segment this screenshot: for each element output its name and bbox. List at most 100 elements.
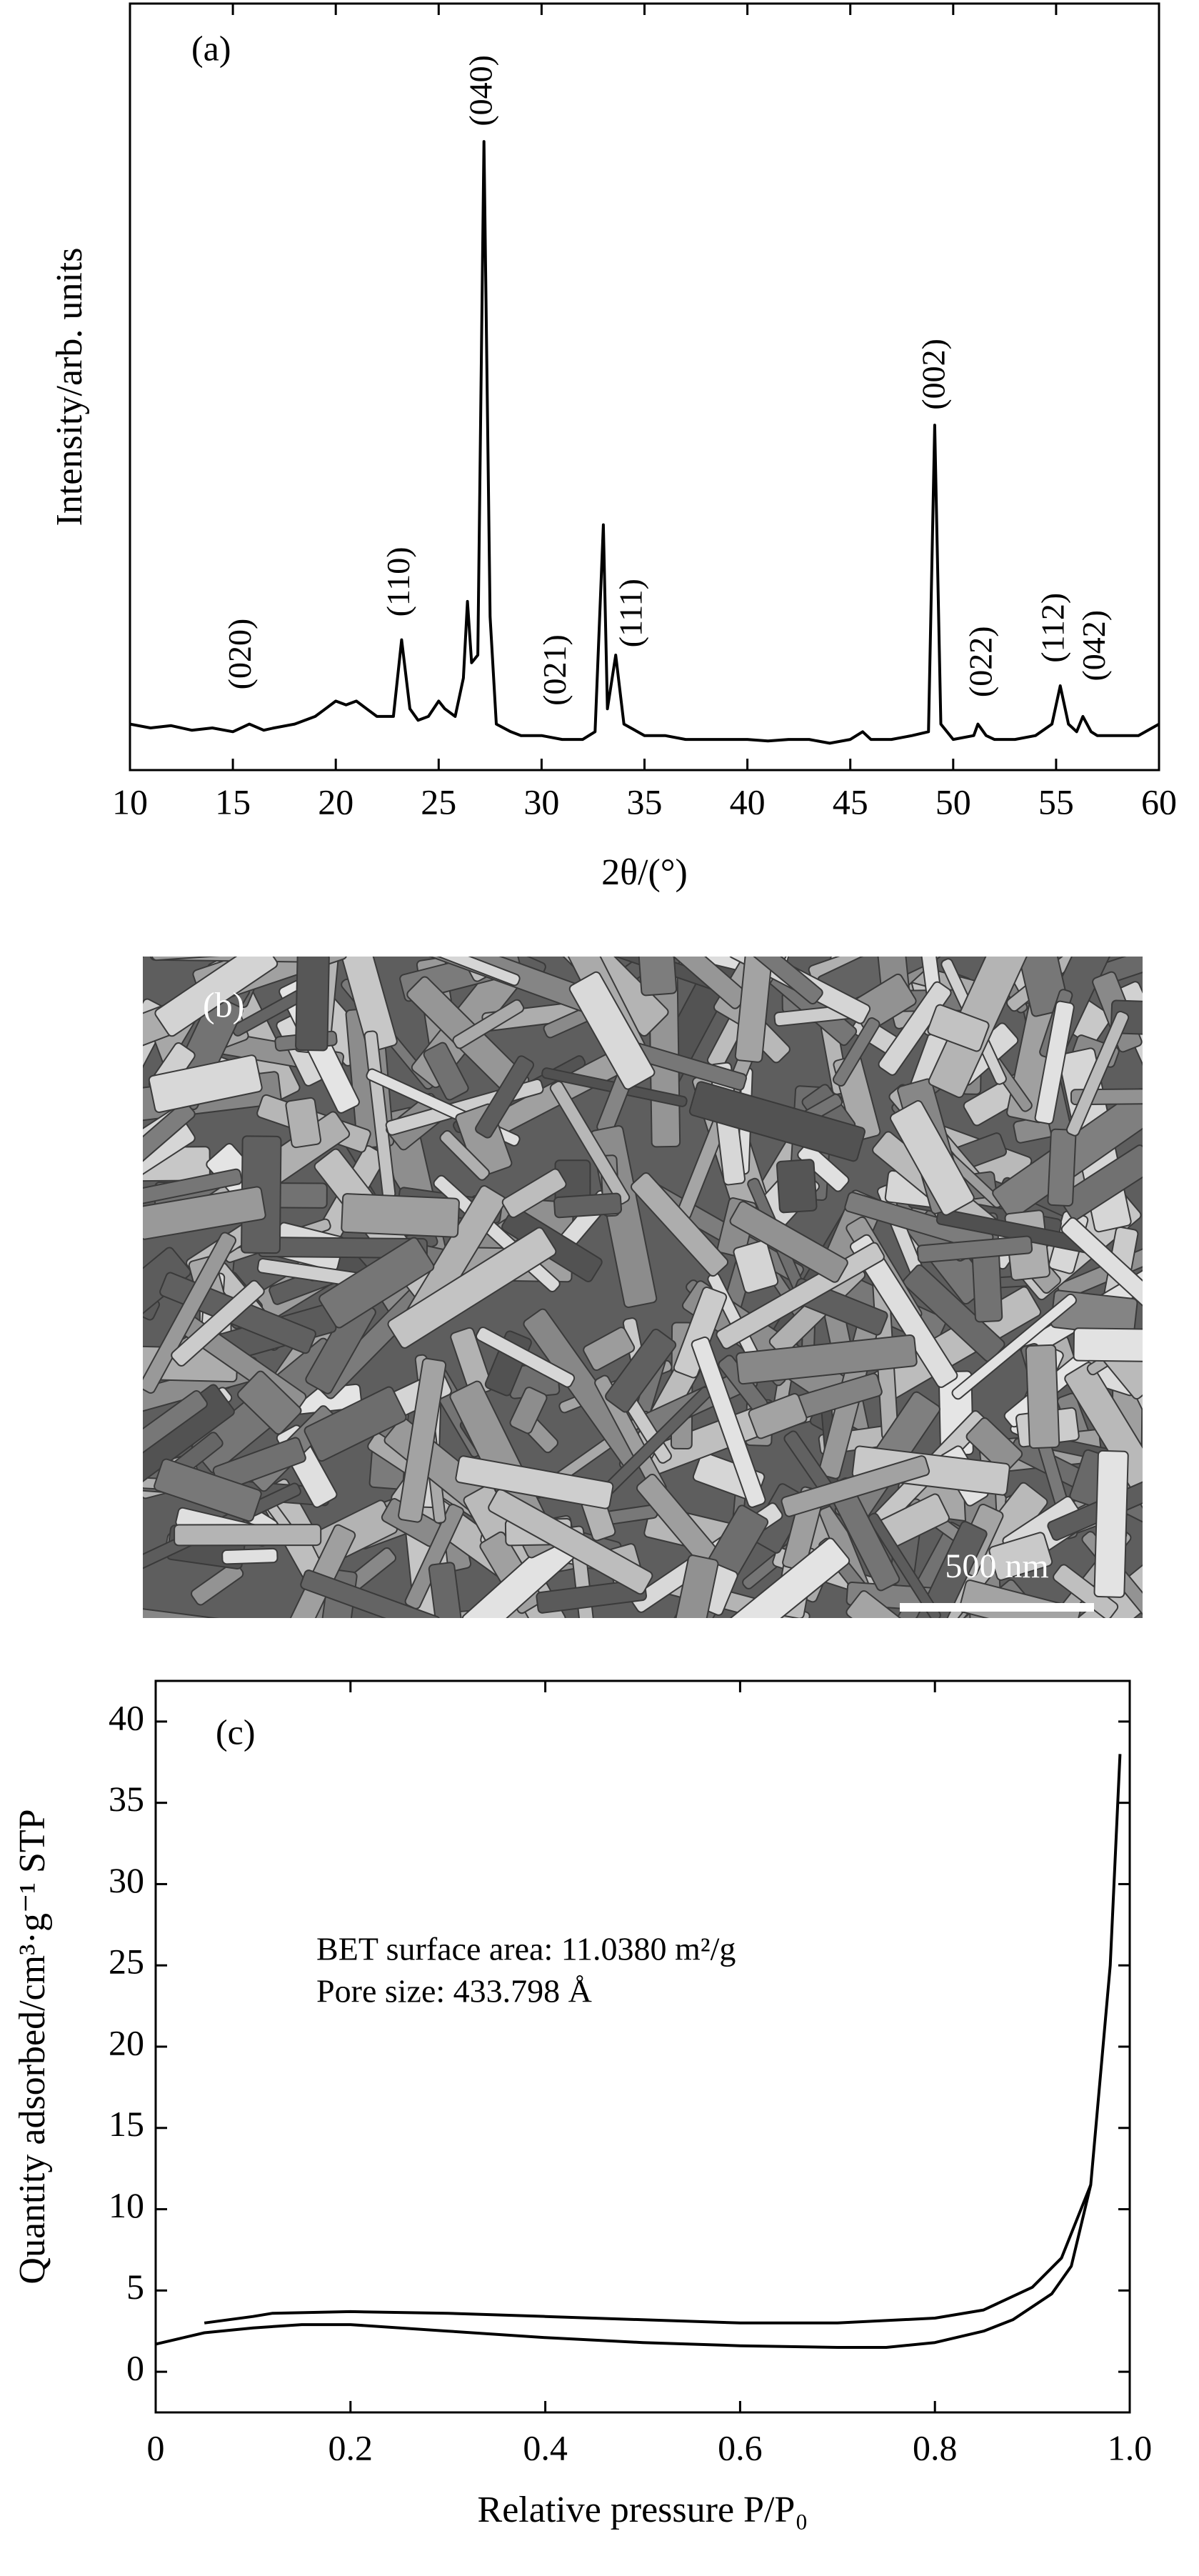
crystal-plate xyxy=(631,1172,729,1277)
crystal-plate xyxy=(1053,1564,1119,1618)
y-axis-label: Quantity adsorbed/cm³·g⁻¹ STP xyxy=(12,1809,53,2284)
crystal-plate xyxy=(878,981,952,1076)
x-tick-label: 40 xyxy=(730,782,766,822)
y-tick-label: 0 xyxy=(126,2348,144,2388)
x-tick-label: 10 xyxy=(112,782,148,822)
crystal-plate xyxy=(1070,1087,1143,1106)
crystal-plate xyxy=(553,1192,623,1219)
crystal-plate xyxy=(452,999,525,1049)
crystal-plate xyxy=(951,1293,1077,1400)
crystal-plate xyxy=(849,1234,958,1388)
y-tick-label: 35 xyxy=(109,1779,144,1819)
crystal-plate xyxy=(150,957,228,962)
y-tick-label: 25 xyxy=(109,1942,144,1982)
crystal-plate xyxy=(673,1287,728,1379)
crystal-plate xyxy=(1060,1217,1143,1353)
peak-label: (021) xyxy=(536,634,573,706)
peak-label: (022) xyxy=(963,626,999,697)
crystal-plate xyxy=(688,1081,866,1162)
crystal-plate xyxy=(318,1237,435,1329)
crystal-plate xyxy=(509,1387,548,1434)
x-tick-label: 15 xyxy=(215,782,251,822)
crystal-plate xyxy=(300,1569,441,1618)
x-axis-label: 2θ/(°) xyxy=(601,852,688,893)
annotation: BET surface area: 11.0380 m²/g xyxy=(316,1931,736,1967)
crystal-plate xyxy=(174,1524,322,1547)
crystal-plate xyxy=(455,1455,614,1509)
crystal-plate xyxy=(638,957,678,997)
crystal-plate xyxy=(501,1168,567,1219)
peak-label: (040) xyxy=(462,55,498,126)
peak-label: (020) xyxy=(221,619,258,690)
x-tick-label: 0.4 xyxy=(523,2427,568,2467)
crystal-plate xyxy=(143,1186,266,1240)
crystal-plate xyxy=(143,1604,254,1618)
crystal-plate xyxy=(748,1393,808,1439)
y-tick-label: 10 xyxy=(109,2185,144,2225)
x-tick-label: 0.6 xyxy=(718,2427,763,2467)
crystal-plate xyxy=(319,957,398,1052)
crystal-plate xyxy=(1093,1449,1129,1598)
peak-label: (110) xyxy=(380,546,416,616)
crystal-plate xyxy=(1025,1344,1060,1449)
crystal-plate xyxy=(143,1146,211,1182)
plot-frame xyxy=(154,1679,1131,2414)
crystal-plate xyxy=(797,1142,850,1192)
crystal-plate xyxy=(1073,1327,1143,1363)
crystal-plate xyxy=(143,1389,208,1500)
data-line xyxy=(129,140,1160,745)
crystal-plate xyxy=(303,1386,407,1462)
crystal-plate xyxy=(1034,1000,1075,1125)
peak-label: (112) xyxy=(1034,593,1070,663)
data-line xyxy=(204,2184,1093,2325)
crystal-plate xyxy=(237,1370,302,1435)
data-line xyxy=(155,1754,1122,2349)
crystal-plate xyxy=(776,1159,818,1214)
x-tick-label: 50 xyxy=(935,782,971,822)
x-tick-label: 55 xyxy=(1038,782,1074,822)
x-tick-label: 25 xyxy=(421,782,456,822)
x-tick-label: 20 xyxy=(318,782,353,822)
crystal-plate xyxy=(148,1054,263,1114)
y-axis-label: Intensity/arb. units xyxy=(49,248,90,526)
crystal-plate xyxy=(143,1102,196,1187)
crystal-plate xyxy=(1110,999,1143,1037)
crystal-plate xyxy=(428,1562,462,1618)
peak-label: (002) xyxy=(915,339,951,410)
sem-image xyxy=(143,957,1143,1618)
crystal-plate xyxy=(734,957,780,1063)
crystal-plate xyxy=(423,1042,469,1101)
crystal-plate xyxy=(683,957,823,1005)
crystal-plate xyxy=(285,1097,322,1149)
peak-label: (111) xyxy=(613,579,649,647)
peak-label: (042) xyxy=(1075,610,1112,682)
crystal-plate xyxy=(549,1080,631,1205)
x-axis-label: Relative pressure P/P₀ xyxy=(478,2490,808,2530)
crystal-plate xyxy=(154,1458,262,1522)
crystal-plate xyxy=(295,957,330,1052)
crystal-plate xyxy=(1065,1011,1130,1137)
panel-label: (b) xyxy=(203,984,244,1024)
scale-bar-label: 500 nm xyxy=(945,1547,1048,1585)
y-tick-label: 30 xyxy=(109,1860,144,1900)
y-tick-label: 5 xyxy=(126,2267,144,2307)
crystal-plate xyxy=(221,1547,279,1565)
y-tick-label: 15 xyxy=(109,2104,144,2144)
crystal-plate xyxy=(398,1357,447,1523)
crystal-plate xyxy=(475,1327,576,1388)
x-tick-label: 0.2 xyxy=(328,2427,373,2467)
crystal-plate xyxy=(736,1334,918,1385)
crystal-plate xyxy=(889,1100,975,1216)
x-tick-label: 30 xyxy=(523,782,559,822)
x-tick-label: 0.8 xyxy=(913,2427,958,2467)
x-tick-label: 60 xyxy=(1141,782,1177,822)
crystal-plate xyxy=(426,957,521,987)
x-tick-label: 45 xyxy=(833,782,868,822)
crystal-plate xyxy=(1047,1128,1077,1207)
x-tick-label: 35 xyxy=(627,782,663,822)
y-tick-label: 40 xyxy=(109,1697,144,1737)
crystal-plate xyxy=(851,1445,1010,1496)
crystal-plate xyxy=(387,1227,557,1349)
crystal-plate xyxy=(143,1247,191,1329)
